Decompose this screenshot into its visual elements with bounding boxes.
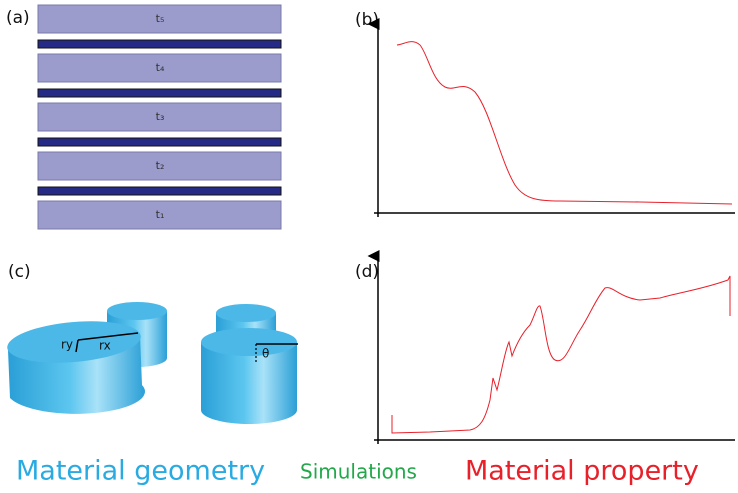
caption: Simulations (300, 460, 417, 484)
layer-label: t₂ (156, 159, 165, 172)
layer-label: t₄ (156, 61, 165, 74)
layer-stack: t₅ t₄ t₃ t₂ t₁ (38, 5, 281, 229)
geometry-label: ry (61, 338, 73, 352)
caption: Material property (465, 456, 699, 487)
spacer-layer (38, 187, 281, 195)
panel-label: (d) (355, 262, 379, 282)
geometry-label: θ (262, 347, 269, 361)
figure: (a) t₅ t₄ t₃ t₂ t₁ (b) (c) ry rx θ (d) Mater… (0, 0, 738, 493)
layer-label: t₅ (156, 12, 165, 25)
spacer-layer (38, 138, 281, 146)
cylinder (201, 328, 297, 424)
layer-label: t₁ (156, 208, 165, 221)
spacer-layer (38, 40, 281, 48)
panel-label: (c) (8, 262, 31, 282)
layer-label: t₃ (156, 110, 165, 123)
caption: Material geometry (16, 456, 265, 487)
cylinder (6, 316, 145, 414)
property-curve (392, 276, 730, 433)
spacer-layer (38, 89, 281, 97)
panel-label: (a) (6, 8, 30, 28)
panel-label: (b) (355, 10, 379, 30)
geometry-label: rx (99, 339, 111, 353)
property-curve (397, 42, 732, 204)
